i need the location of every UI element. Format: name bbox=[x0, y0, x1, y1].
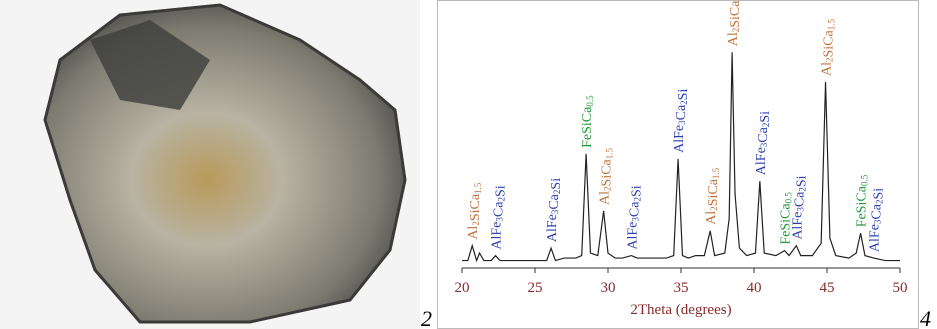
x-tick-label: 40 bbox=[747, 280, 762, 296]
x-tick-label: 45 bbox=[820, 280, 835, 296]
phase-label: Al2SiCa1.5 bbox=[726, 0, 743, 46]
x-tick-label: 35 bbox=[674, 280, 689, 296]
panel-label: 2 bbox=[421, 306, 432, 329]
page: 2 4 2Theta (degrees) 20 25 30 35 40 45 50 Al2Si… bbox=[0, 0, 937, 329]
figure: 2 4 2Theta (degrees) 20 25 30 35 40 45 50 Al2Si… bbox=[0, 0, 937, 329]
x-tick-label: 50 bbox=[893, 280, 908, 296]
x-tick-label: 25 bbox=[528, 280, 543, 296]
x-tick-label: 20 bbox=[455, 280, 470, 296]
x-axis-label: 2Theta (degrees) bbox=[630, 302, 731, 318]
panel-label: 4 bbox=[920, 306, 931, 329]
x-tick-label: 30 bbox=[601, 280, 616, 296]
